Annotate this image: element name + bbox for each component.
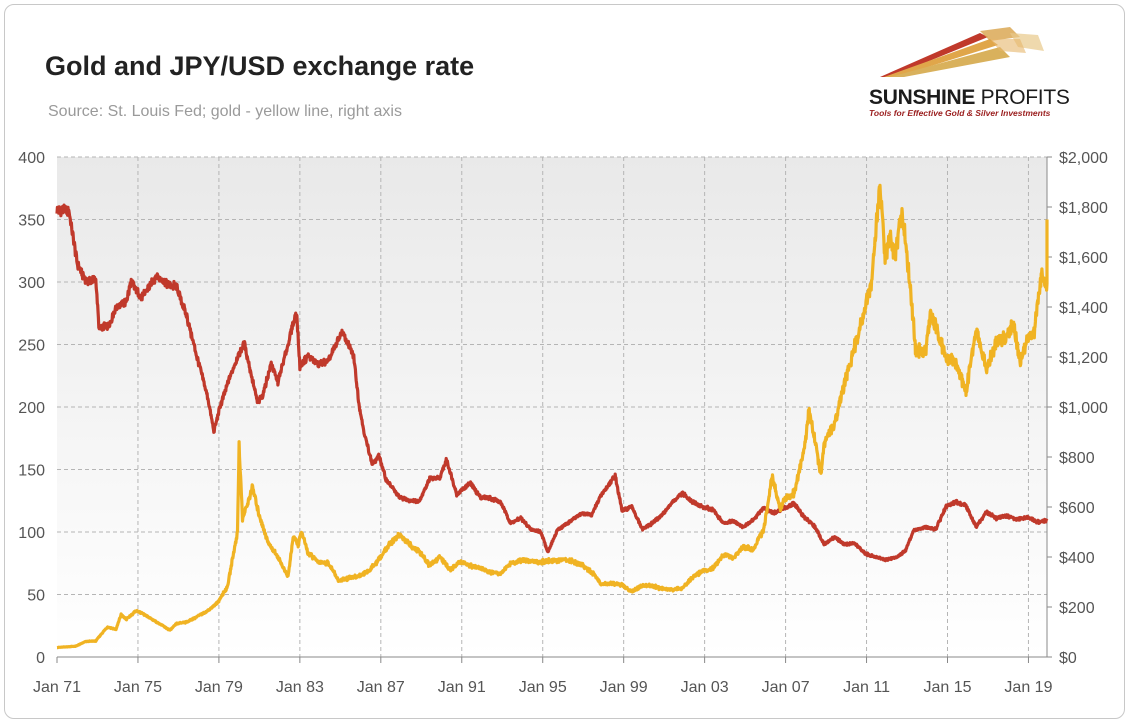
y-right-tick-label: $2,000 [1059,150,1108,167]
y-right-tick-label: $0 [1059,650,1077,667]
tick-labels: 0 50 100 150 200 250 300 350 400 $0 $200 $400 $600 $8… [18,150,1108,696]
y-left-tick-label: 300 [18,275,45,292]
y-left-tick-label: 400 [18,150,45,167]
series-layer [55,183,1049,650]
y-left-tick-label: 100 [18,525,45,542]
x-tick-label: Jan 11 [843,679,890,696]
gold-price-series [55,183,1049,650]
chart-title: Gold and JPY/USD exchange rate [45,51,475,81]
x-tick-label: Jan 99 [600,679,648,696]
y-left-tick-label: 150 [18,463,45,480]
logo-swoosh-icon [880,27,1044,77]
sunshine-profits-logo: SUNSHINE PROFITS Tools for Effective Gol… [860,25,1085,125]
y-left-tick-label: 250 [18,338,45,355]
x-tick-label: Jan 91 [438,679,486,696]
chart-subtitle: Source: St. Louis Fed; gold - yellow lin… [48,103,402,120]
y-right-tick-label: $1,600 [1059,250,1108,267]
x-tick-label: Jan 71 [33,679,81,696]
logo-name-part1: SUNSHINE [869,86,976,109]
logo-text: SUNSHINE PROFITS [869,87,1070,108]
y-right-tick-label: $1,000 [1059,400,1108,417]
y-right-tick-label: $200 [1059,600,1095,617]
x-tick-label: Jan 87 [357,679,405,696]
y-left-tick-label: 350 [18,213,45,230]
series-line [55,183,1049,650]
y-left-tick-label: 200 [18,400,45,417]
y-right-tick-label: $1,200 [1059,350,1108,367]
x-tick-label: Jan 03 [681,679,729,696]
jpy-usd-series [55,203,1049,563]
y-right-tick-label: $600 [1059,500,1095,517]
y-left-tick-label: 0 [36,650,45,667]
y-right-tick-label: $1,800 [1059,200,1108,217]
x-tick-label: Jan 83 [276,679,324,696]
y-right-tick-label: $800 [1059,450,1095,467]
y-right-tick-label: $400 [1059,550,1095,567]
x-tick-label: Jan 79 [195,679,243,696]
x-tick-label: Jan 75 [114,679,162,696]
y-left-tick-label: 50 [27,588,45,605]
y-right-tick-label: $1,400 [1059,300,1108,317]
logo-name-part2: PROFITS [980,86,1070,109]
x-tick-label: Jan 07 [762,679,810,696]
series-line [55,203,1049,563]
x-tick-label: Jan 19 [1004,679,1052,696]
x-tick-label: Jan 15 [923,679,971,696]
x-tick-label: Jan 95 [519,679,567,696]
logo-tagline: Tools for Effective Gold & Silver Invest… [869,108,1051,118]
